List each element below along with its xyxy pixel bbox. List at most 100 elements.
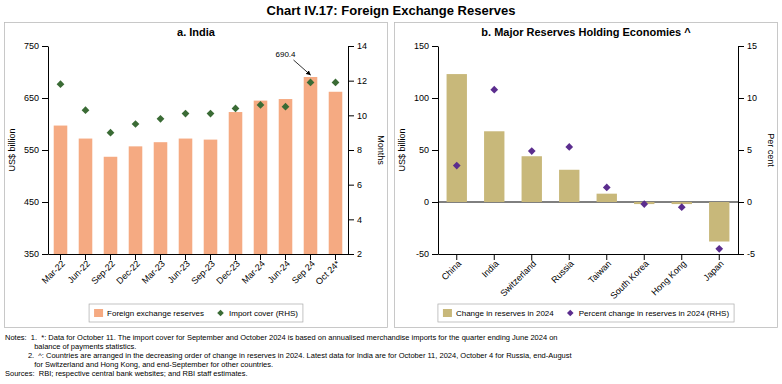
bar	[54, 126, 68, 254]
bar	[254, 101, 268, 254]
bar	[484, 131, 504, 202]
annotation: 690.4	[275, 50, 296, 59]
tick: Japan	[701, 254, 725, 283]
bar	[447, 74, 467, 202]
legend-swatch	[94, 309, 103, 317]
marker	[257, 101, 265, 109]
note-line: 2. ^: Countries are arranged in the decr…	[5, 351, 573, 360]
tick: 12	[348, 76, 367, 86]
tick-mark	[348, 46, 354, 47]
tick-label: Taiwan	[586, 259, 613, 286]
tick-mark	[42, 254, 48, 255]
tick-label: 450	[24, 197, 39, 207]
tick-label: 5	[747, 145, 752, 155]
tick: Taiwan	[586, 254, 613, 285]
panel-title: b. Major Reserves Holding Economies ^	[481, 26, 691, 38]
tick: 15	[738, 41, 757, 51]
zero-line	[438, 202, 738, 203]
axis-line	[48, 47, 49, 255]
tick-mark	[42, 202, 48, 203]
tick: Hong Kong	[649, 254, 688, 297]
legend: Change in reserves in 2024 Percent change…	[438, 304, 734, 322]
tick-mark	[738, 202, 744, 203]
tick-label: Japan	[701, 259, 725, 283]
marker	[282, 103, 290, 111]
tick-label: Mar-24	[240, 259, 267, 286]
marker	[157, 115, 165, 123]
tick: 14	[348, 41, 367, 51]
tick-mark	[432, 98, 438, 99]
tick-label: Jun-23	[165, 259, 192, 286]
tick-label: 0	[747, 197, 752, 207]
tick-mark	[348, 81, 354, 82]
tick: 750	[24, 41, 48, 51]
marker	[565, 143, 573, 151]
tick-mark	[42, 150, 48, 151]
marker	[332, 79, 340, 87]
tick: 4	[348, 215, 362, 225]
plot-area	[438, 74, 738, 253]
tick: India	[480, 254, 501, 279]
tick: 100	[414, 93, 438, 103]
tick: Dec-23	[214, 254, 242, 286]
marker	[307, 79, 315, 87]
tick: Mar-22	[40, 254, 67, 286]
tick: Russia	[549, 254, 576, 285]
bar	[279, 99, 293, 254]
marker	[132, 120, 140, 128]
marker	[640, 200, 648, 208]
tick-label: Switzerland	[498, 259, 538, 299]
note-line: for Switzerland and Hong Kong, and end-S…	[5, 360, 273, 369]
legend: Foreign exchange reservesImport cover (R…	[89, 304, 303, 322]
tick: 10	[348, 111, 367, 121]
bar	[559, 170, 579, 202]
tick-label: Jun-24	[265, 259, 292, 286]
tick: Switzerland	[498, 254, 538, 298]
legend-swatch	[567, 310, 574, 317]
tick-label: 10	[747, 93, 757, 103]
tick-label: 100	[414, 93, 429, 103]
legend-item: Change in reserves in 2024	[443, 309, 554, 318]
tick: Jun-22	[65, 254, 92, 285]
tick-label: India	[480, 259, 501, 280]
bar	[154, 142, 168, 254]
legend-frame	[438, 304, 734, 322]
tick: 350	[24, 249, 48, 259]
tick-mark	[348, 219, 354, 220]
note-line: Notes: 1. *: Data for October 11. The im…	[5, 333, 558, 342]
tick: 150	[414, 41, 438, 51]
tick: Sep 24	[290, 254, 317, 286]
tick: Jun-23	[165, 254, 192, 285]
tick-label: Sep 24	[290, 259, 317, 286]
tick-label: 2	[357, 249, 362, 259]
tick-label: South Korea	[608, 259, 650, 301]
legend-label: Percent change in reserves in 2024 (RHS)	[579, 309, 730, 318]
tick-mark	[738, 254, 744, 255]
tick: 550	[24, 145, 48, 155]
plot-area	[54, 77, 343, 254]
bar	[129, 146, 143, 254]
marker	[715, 245, 723, 253]
tick-label: 150	[414, 41, 429, 51]
figure-title: Chart IV.17: Foreign Exchange Reserves	[267, 3, 516, 18]
y2-axis: 2468101214	[348, 41, 367, 259]
note-line: balance of payments statistics.	[5, 342, 136, 351]
marker	[603, 184, 611, 192]
series	[54, 77, 343, 254]
panel: a. IndiaForeign exchange reservesImport …	[5, 23, 388, 384]
tick-mark	[42, 46, 48, 47]
marker	[107, 129, 115, 137]
bar	[104, 157, 118, 254]
tick-mark	[348, 150, 354, 151]
tick: Mar-24	[240, 254, 267, 286]
tick-label: China	[440, 259, 464, 283]
bar	[179, 139, 193, 254]
marker	[528, 147, 536, 155]
tick: 650	[24, 93, 48, 103]
tick: Jun-24	[265, 254, 292, 285]
tick-mark	[432, 46, 438, 47]
panel-frame	[395, 23, 778, 328]
y2-axis-title: Per cent	[766, 133, 776, 167]
marker	[82, 106, 90, 114]
y-axis-title: US$ billion	[7, 128, 17, 171]
